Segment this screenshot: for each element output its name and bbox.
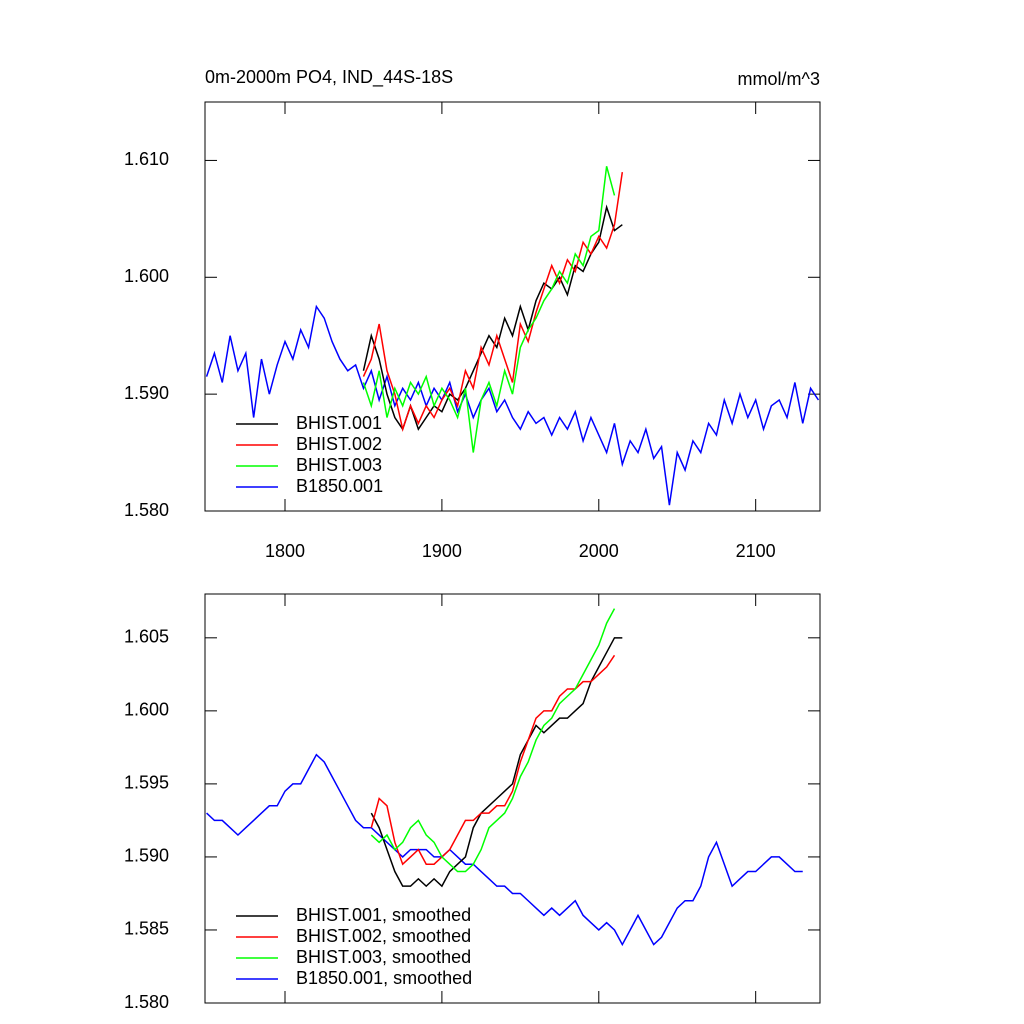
units-label: mmol/m^3	[738, 69, 820, 89]
legend-label: BHIST.002	[296, 434, 382, 454]
y-tick-label: 1.605	[124, 627, 169, 647]
line-series	[370, 654, 616, 866]
y-tick-label: 1.585	[124, 919, 169, 939]
y-tick-label: 1.600	[124, 700, 169, 720]
y-tick-label: 1.600	[124, 266, 169, 286]
y-tick-label: 1.595	[124, 773, 169, 793]
y-tick-label: 1.580	[124, 992, 169, 1012]
line-series	[205, 304, 820, 506]
line-series	[370, 637, 623, 888]
x-tick-label: 2100	[736, 541, 776, 561]
y-tick-label: 1.580	[124, 500, 169, 520]
legend-label: BHIST.003, smoothed	[296, 947, 471, 967]
legend-label: BHIST.001, smoothed	[296, 905, 471, 925]
legend-label: B1850.001	[296, 476, 383, 496]
legend-label: BHIST.003	[296, 455, 382, 475]
line-series	[362, 166, 616, 453]
plot-frame	[204, 101, 821, 512]
y-tick-label: 1.610	[124, 149, 169, 169]
y-tick-label: 1.590	[124, 383, 169, 403]
line-series	[362, 171, 624, 432]
line-series	[370, 608, 616, 873]
line-series	[206, 753, 803, 947]
chart-title: 0m-2000m PO4, IND_44S-18S	[205, 67, 453, 88]
x-tick-label: 2000	[579, 541, 619, 561]
y-tick-label: 1.590	[124, 846, 169, 866]
plot-frame	[204, 593, 821, 1004]
legend-label: B1850.001, smoothed	[296, 968, 472, 988]
x-tick-label: 1900	[422, 541, 462, 561]
x-tick-label: 1800	[265, 541, 305, 561]
legend-label: BHIST.001	[296, 413, 382, 433]
legend-label: BHIST.002, smoothed	[296, 926, 471, 946]
